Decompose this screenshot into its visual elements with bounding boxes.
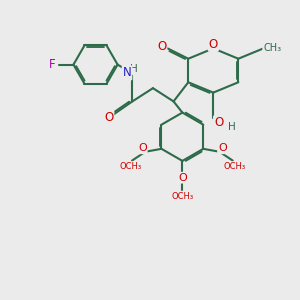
Text: H: H: [130, 64, 138, 74]
Text: O: O: [209, 38, 218, 50]
Text: OCH₃: OCH₃: [171, 192, 194, 201]
Text: N: N: [123, 66, 131, 80]
Text: O: O: [214, 116, 223, 129]
Text: O: O: [157, 40, 167, 53]
Text: OCH₃: OCH₃: [223, 162, 245, 171]
Text: H: H: [228, 122, 236, 132]
Text: O: O: [104, 111, 113, 124]
Text: O: O: [178, 173, 187, 183]
Text: OCH₃: OCH₃: [119, 162, 142, 171]
Text: F: F: [49, 58, 56, 71]
Text: O: O: [138, 143, 147, 153]
Text: O: O: [218, 143, 227, 153]
Text: CH₃: CH₃: [263, 44, 281, 53]
